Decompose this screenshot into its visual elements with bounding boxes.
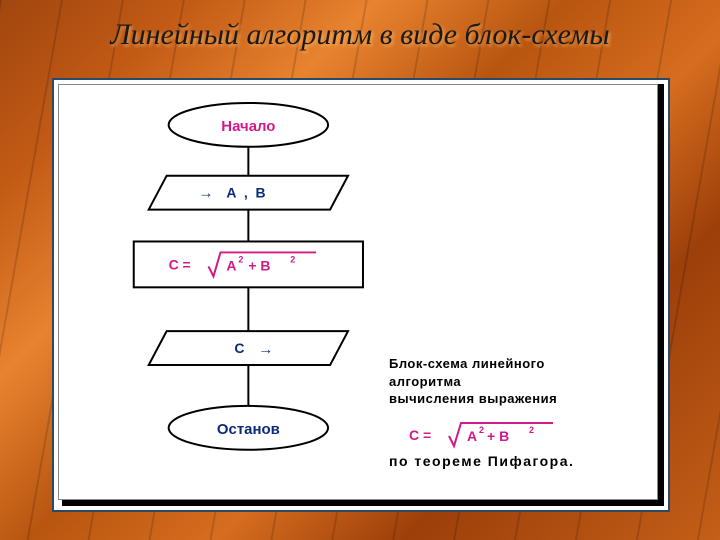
svg-text:C =: C =	[409, 427, 431, 443]
caption-line2: алгоритма	[389, 373, 649, 391]
svg-text:+ B: + B	[487, 428, 509, 444]
node-input-arrow: →	[199, 185, 214, 202]
svg-text:A: A	[226, 257, 236, 273]
node-start-label: Начало	[221, 118, 275, 135]
caption-formula: C = A 2 + B 2	[405, 418, 585, 450]
svg-text:2: 2	[479, 425, 484, 435]
slide-title: Линейный алгоритм в виде блок-схемы	[0, 18, 720, 52]
panel-inner: Начало → A , B C = A 2 + B 2 C → Ос	[58, 84, 658, 500]
svg-text:2: 2	[290, 254, 295, 264]
caption-line1: Блок-схема линейного	[389, 355, 649, 373]
node-output	[149, 331, 348, 365]
node-output-label: C	[234, 340, 244, 356]
caption-block: Блок-схема линейного алгоритма вычислени…	[389, 355, 649, 408]
svg-text:2: 2	[238, 254, 243, 264]
panel-shadow-right	[658, 84, 664, 506]
svg-text:2: 2	[529, 425, 534, 435]
node-output-arrow: →	[258, 341, 273, 358]
node-stop-label: Останов	[217, 421, 280, 438]
content-panel: Начало → A , B C = A 2 + B 2 C → Ос	[52, 78, 670, 512]
svg-text:+ B: + B	[248, 257, 270, 273]
svg-text:C =: C =	[169, 256, 191, 272]
svg-text:A: A	[467, 428, 477, 444]
caption-line4: по теореме Пифагора.	[389, 453, 574, 469]
caption-line3: вычисления выражения	[389, 390, 649, 408]
node-input-label: A , B	[226, 185, 267, 201]
